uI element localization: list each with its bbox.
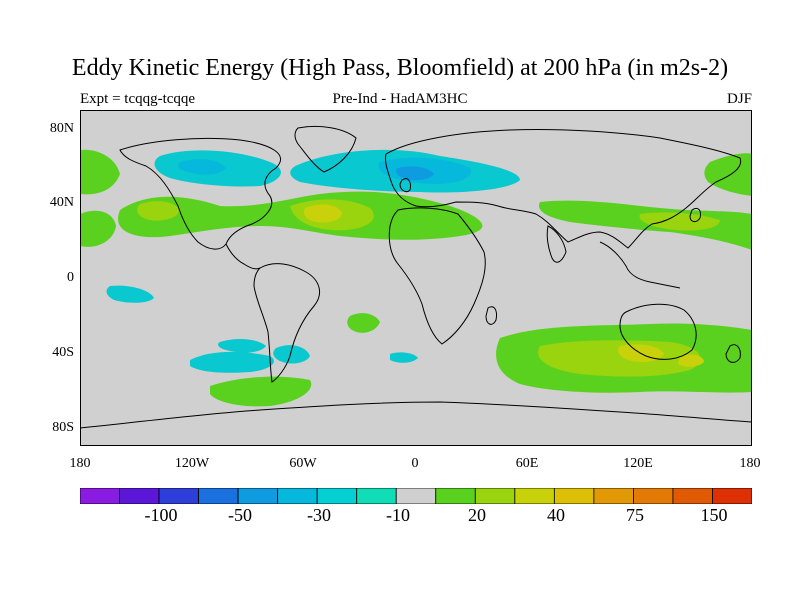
coast-south-america [253, 263, 321, 383]
colorbar-cell [237, 488, 279, 504]
colorbar-cell [277, 488, 318, 504]
contour-green-asia [539, 200, 752, 250]
colorbar-cell [198, 488, 239, 504]
contour-teal-spac2 [218, 339, 266, 353]
experiment-label: Expt = tcqqg-tcqqe [80, 91, 196, 107]
lon-tick: 120E [623, 456, 653, 471]
colorbar-label: -100 [144, 505, 178, 525]
lat-tick: 40S [52, 345, 74, 360]
map-frame [80, 110, 752, 446]
colorbar-label: 40 [547, 505, 565, 525]
coast-japan [689, 207, 701, 223]
colorbar-label: 20 [468, 505, 486, 525]
colorbar-cells [80, 488, 752, 504]
lat-tick: 0 [67, 270, 74, 285]
contour-yellow-so2 [678, 354, 704, 367]
coast-central-america [225, 243, 261, 270]
coast-greenland [294, 125, 357, 173]
contour-yellow-atl [304, 204, 342, 223]
world-map [80, 110, 752, 446]
colorbar-cell [158, 488, 199, 504]
lat-tick: 80S [52, 420, 74, 435]
coast-uk [399, 178, 411, 193]
colorbar-cell [593, 488, 634, 504]
colorbar-cell [356, 488, 397, 504]
contour-green-satl [347, 313, 380, 333]
contour-teal-eqpac [106, 285, 154, 303]
colorbar-cell [672, 488, 713, 504]
lon-tick: 60E [515, 456, 539, 471]
coast-antarctica [80, 401, 752, 429]
colorbar-cell [553, 488, 595, 504]
contour-teal-satl2 [390, 352, 418, 363]
contour-green-sam [210, 376, 312, 407]
colorbar-label: 75 [626, 505, 644, 525]
colorbar [80, 488, 752, 504]
coast-madagascar [485, 306, 497, 325]
contour-cyan-pac-n [178, 159, 226, 175]
contour-green-arctic-left [80, 149, 120, 195]
map-title: Eddy Kinetic Energy (High Pass, Bloomfie… [71, 55, 729, 81]
colorbar-cell [435, 488, 476, 504]
colorbar-label: -30 [307, 505, 331, 525]
coast-australia [619, 303, 697, 360]
colorbar-cell [119, 488, 160, 504]
contour-lime-so [538, 340, 701, 377]
coast-eurasia [385, 128, 742, 249]
lat-tick: 80N [49, 121, 74, 136]
lon-tick: 0 [411, 456, 419, 471]
colorbar-cell [633, 488, 674, 504]
lat-tick: 40N [49, 195, 74, 210]
colorbar-cell [514, 488, 555, 504]
colorbar-cell [395, 488, 437, 504]
colorbar-label: -10 [386, 505, 410, 525]
lon-tick: 180 [739, 456, 761, 471]
coast-india [546, 225, 567, 263]
colorbar-cell [474, 488, 516, 504]
contour-fills [80, 149, 752, 407]
contour-lime-pac [137, 201, 180, 221]
season-label: DJF [726, 91, 752, 107]
lon-tick: 60W [289, 456, 317, 471]
colorbar-cell [712, 488, 752, 504]
contour-teal-spac1 [190, 351, 274, 373]
coast-new-zealand [725, 344, 741, 363]
colorbar-label: -50 [228, 505, 252, 525]
contour-green-pac-nw [80, 210, 116, 247]
contour-teal-sam [273, 345, 310, 364]
colorbar-label: 150 [700, 505, 728, 525]
coastlines [80, 125, 752, 429]
model-label: Pre-Ind - HadAM3HC [332, 91, 468, 107]
colorbar-cell [80, 488, 120, 504]
coast-se-asia [599, 241, 681, 289]
contour-blue-eurasia [396, 166, 434, 181]
coast-africa [388, 207, 486, 345]
coast-north-america [119, 137, 282, 250]
lon-tick: 120W [174, 456, 210, 471]
colorbar-cell [316, 488, 358, 504]
lon-tick: 180 [69, 456, 91, 471]
